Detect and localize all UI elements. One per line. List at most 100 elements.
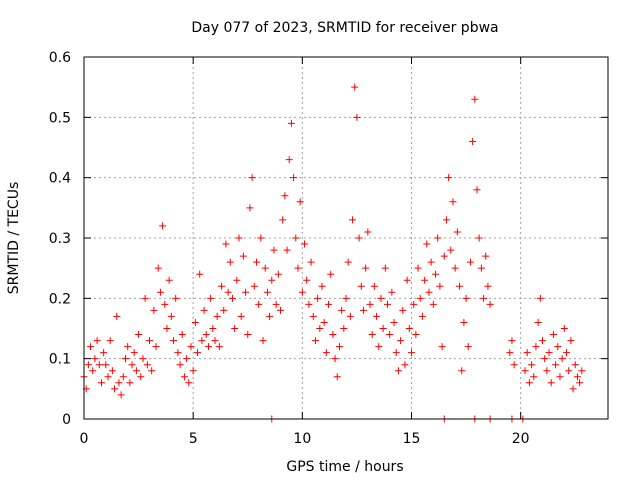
x-tick-label: 20 xyxy=(512,431,530,447)
data-point xyxy=(143,361,151,369)
data-point xyxy=(248,174,256,182)
data-point xyxy=(250,282,258,290)
data-point xyxy=(429,300,437,308)
data-point xyxy=(244,331,252,339)
y-axis-label: SRMTID / TECUs xyxy=(6,182,22,295)
data-point xyxy=(545,349,553,357)
data-point xyxy=(362,264,370,272)
data-point xyxy=(536,294,544,302)
data-point xyxy=(442,216,450,224)
data-point xyxy=(259,337,267,345)
data-point xyxy=(556,373,564,381)
data-point xyxy=(364,228,372,236)
data-point xyxy=(277,306,284,314)
data-point xyxy=(283,246,291,254)
data-point xyxy=(183,355,191,363)
data-point xyxy=(366,300,374,308)
data-point xyxy=(263,288,271,296)
data-point xyxy=(174,349,182,357)
data-point xyxy=(215,343,223,351)
data-point xyxy=(331,355,339,363)
x-axis-label: GPS time / hours xyxy=(286,459,403,475)
data-point xyxy=(89,367,97,375)
data-point xyxy=(117,391,125,399)
data-point xyxy=(473,186,481,194)
data-point xyxy=(521,367,529,375)
data-point xyxy=(541,355,549,363)
data-point xyxy=(132,367,140,375)
data-point xyxy=(534,318,542,326)
data-point xyxy=(102,361,110,369)
data-point xyxy=(397,337,405,345)
y-tick-label: 0.4 xyxy=(49,171,71,187)
data-point xyxy=(558,355,566,363)
data-point xyxy=(170,337,178,345)
data-point xyxy=(126,379,134,387)
x-tick-label: 5 xyxy=(189,431,198,447)
data-point xyxy=(394,367,402,375)
data-point xyxy=(156,288,164,296)
data-point xyxy=(231,325,239,332)
data-point xyxy=(383,300,391,308)
data-point xyxy=(569,385,577,393)
data-point xyxy=(84,361,92,369)
data-point xyxy=(161,300,169,308)
data-point xyxy=(565,367,573,375)
data-point xyxy=(266,312,274,320)
data-point xyxy=(408,349,415,357)
data-point xyxy=(523,349,531,357)
data-point xyxy=(91,355,99,363)
data-point xyxy=(418,312,426,320)
data-point xyxy=(268,276,276,284)
data-point xyxy=(152,343,160,351)
data-point xyxy=(165,276,173,284)
data-point xyxy=(335,343,343,351)
data-point xyxy=(154,264,162,272)
data-point xyxy=(314,294,322,302)
data-point xyxy=(351,83,359,91)
data-point xyxy=(130,349,138,357)
data-point xyxy=(163,325,171,332)
data-point xyxy=(309,312,317,320)
data-point xyxy=(333,373,341,381)
data-point xyxy=(135,331,143,339)
data-point xyxy=(257,234,265,242)
data-point xyxy=(119,373,127,381)
data-point xyxy=(421,276,429,284)
data-point xyxy=(194,349,202,357)
data-point xyxy=(482,252,490,260)
data-point xyxy=(213,312,221,320)
data-point xyxy=(305,300,313,308)
data-point xyxy=(381,264,389,272)
data-point xyxy=(462,294,470,302)
data-point xyxy=(543,367,551,375)
data-point xyxy=(296,198,304,206)
data-point xyxy=(148,367,156,375)
data-point xyxy=(178,331,186,339)
data-point xyxy=(464,343,472,351)
data-point xyxy=(506,349,514,357)
data-point xyxy=(346,312,354,320)
data-point xyxy=(146,337,153,345)
data-point xyxy=(388,288,396,296)
data-point xyxy=(510,361,518,369)
data-point xyxy=(560,325,568,332)
data-point xyxy=(274,270,282,278)
data-point xyxy=(571,361,579,369)
data-point xyxy=(320,318,328,326)
data-point xyxy=(530,373,538,381)
data-point xyxy=(113,312,121,320)
data-point xyxy=(172,294,180,302)
data-point xyxy=(427,258,435,266)
data-point xyxy=(307,258,315,266)
data-point xyxy=(124,343,132,351)
data-point xyxy=(563,349,571,357)
data-point xyxy=(486,300,494,308)
data-point xyxy=(390,318,398,326)
data-point xyxy=(567,337,575,345)
data-point xyxy=(104,373,112,381)
data-point xyxy=(87,343,95,351)
data-point xyxy=(508,337,516,345)
data-point xyxy=(471,95,479,103)
